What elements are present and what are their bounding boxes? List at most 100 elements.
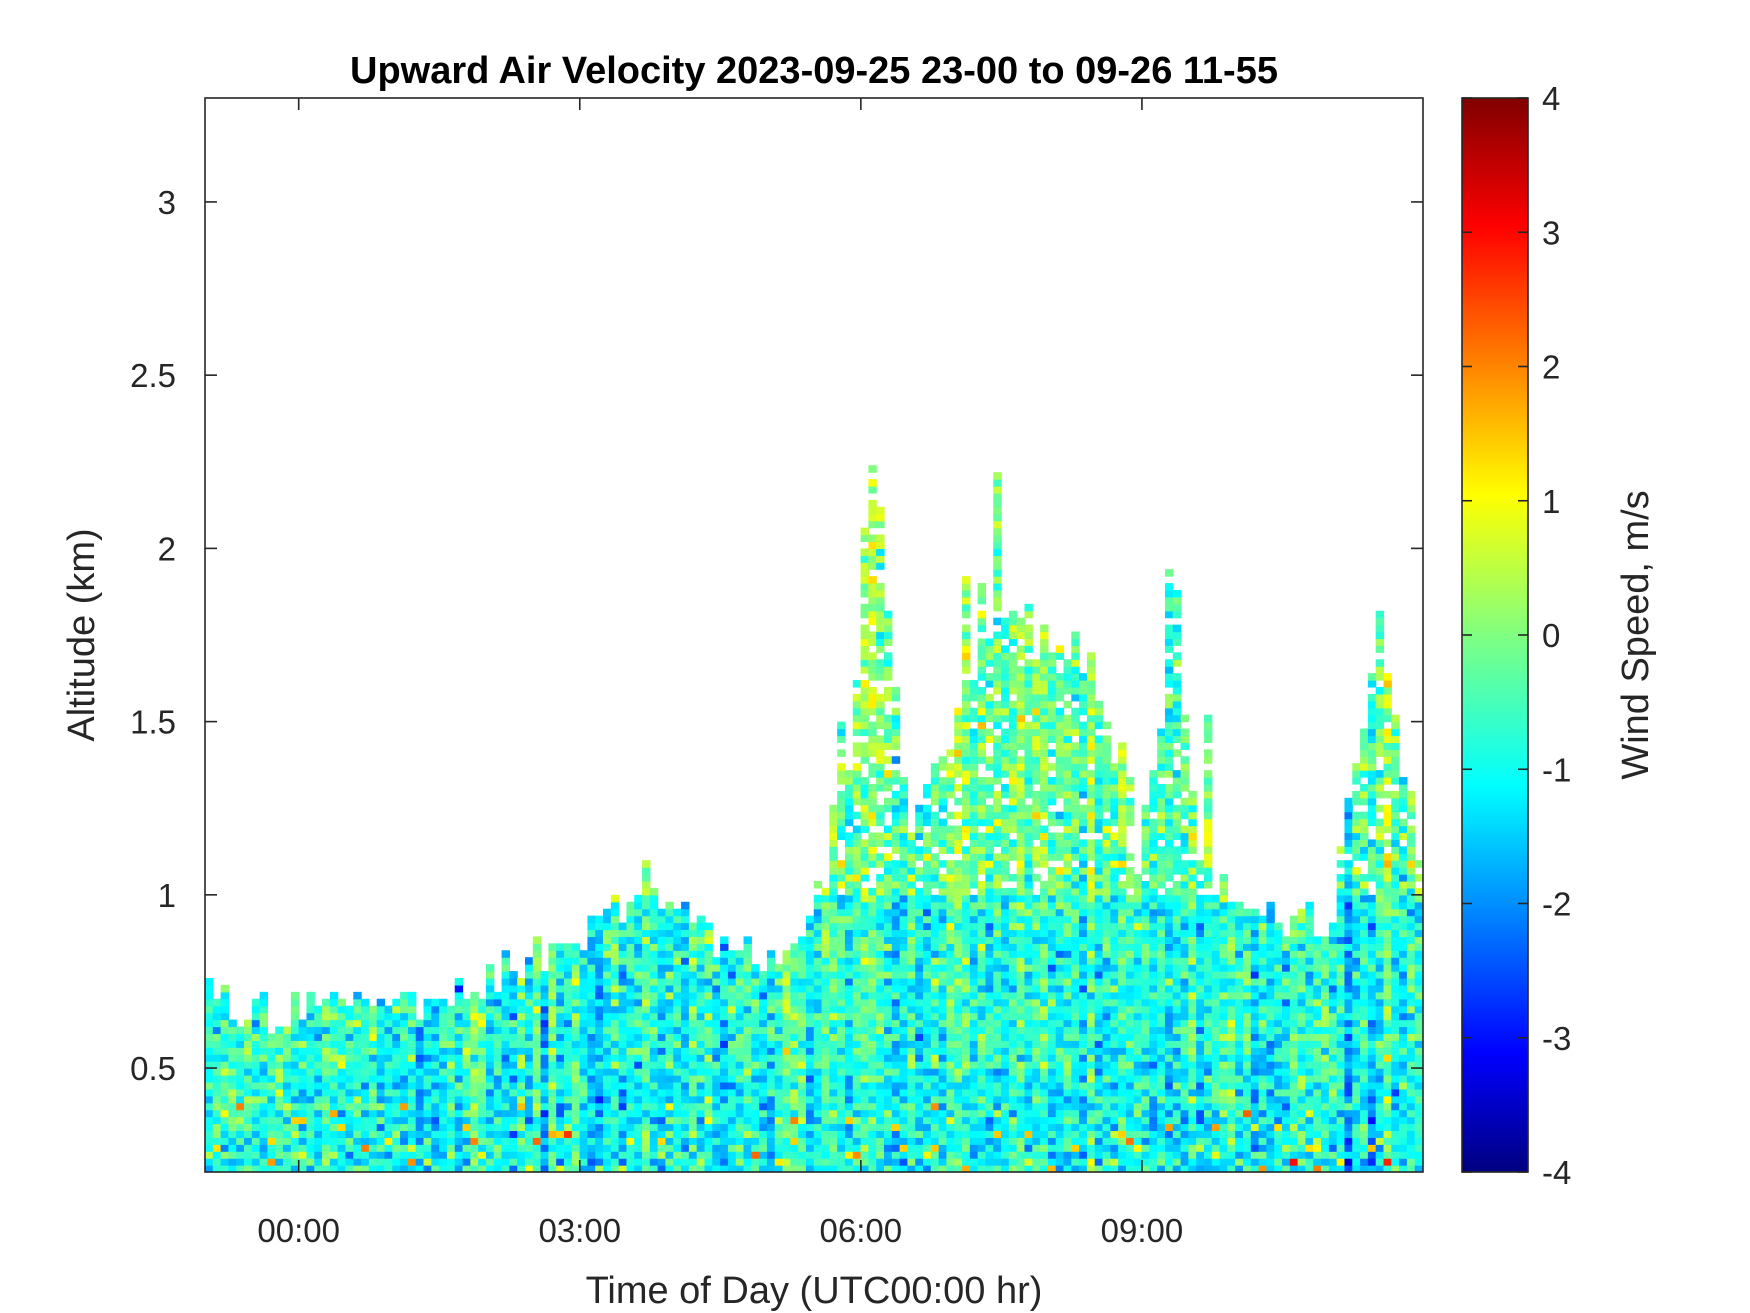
- heatmap-cell: [493, 1074, 503, 1083]
- heatmap-cell: [446, 1074, 456, 1083]
- heatmap-cell: [400, 1068, 409, 1076]
- heatmap-cell: [860, 1088, 869, 1097]
- heatmap-cell: [1008, 1095, 1018, 1104]
- heatmap-cell: [735, 1074, 745, 1083]
- heatmap-cell: [813, 901, 823, 910]
- heatmap-cell: [860, 548, 869, 556]
- heatmap-cell: [626, 1074, 635, 1083]
- heatmap-cell: [587, 1088, 596, 1097]
- heatmap-cell: [1055, 790, 1065, 799]
- heatmap-cell: [610, 1026, 620, 1035]
- heatmap-cell: [634, 964, 643, 972]
- heatmap-cell: [470, 1165, 479, 1172]
- heatmap-cell: [376, 1033, 386, 1041]
- heatmap-cell: [868, 846, 877, 854]
- heatmap-cell: [735, 1068, 745, 1076]
- heatmap-cell: [220, 1061, 230, 1069]
- heatmap-cell: [1102, 964, 1111, 972]
- heatmap-cell: [306, 1088, 315, 1097]
- heatmap-cell: [899, 811, 909, 820]
- heatmap-cell: [1047, 936, 1057, 944]
- heatmap-cell: [1024, 1109, 1033, 1118]
- heatmap-cell: [283, 1116, 292, 1125]
- heatmap-cell: [1032, 811, 1041, 820]
- heatmap-cell: [657, 915, 667, 924]
- heatmap-cell: [1008, 783, 1018, 792]
- heatmap-cell: [954, 984, 963, 993]
- heatmap-cell: [837, 977, 846, 986]
- heatmap-cell: [1086, 853, 1096, 861]
- heatmap-cell: [915, 1081, 924, 1090]
- heatmap-cell: [1024, 1102, 1033, 1111]
- heatmap-cell: [306, 1068, 315, 1076]
- heatmap-cell: [782, 957, 791, 965]
- heatmap-cell: [1040, 950, 1049, 958]
- heatmap-cell: [712, 1019, 721, 1028]
- heatmap-cell: [1094, 818, 1104, 827]
- heatmap-cell: [1024, 991, 1033, 1000]
- heatmap-cell: [361, 1144, 370, 1152]
- heatmap-cell: [439, 1012, 448, 1021]
- heatmap-cell: [1118, 1019, 1127, 1028]
- heatmap-cell: [751, 1019, 760, 1028]
- heatmap-cell: [712, 1005, 721, 1014]
- heatmap-cell: [205, 1019, 214, 1028]
- heatmap-cell: [782, 1102, 791, 1111]
- heatmap-cell: [837, 832, 846, 841]
- heatmap-cell: [884, 1047, 893, 1055]
- heatmap-cell: [798, 1068, 807, 1076]
- heatmap-cell: [954, 714, 963, 723]
- heatmap-cell: [1055, 1102, 1065, 1111]
- heatmap-cell: [501, 950, 510, 958]
- heatmap-cell: [610, 1054, 620, 1062]
- heatmap-cell: [884, 867, 893, 875]
- heatmap-cell: [1001, 756, 1010, 764]
- heatmap-cell: [400, 1054, 409, 1062]
- heatmap-cell: [899, 936, 909, 944]
- heatmap-cell: [439, 1019, 448, 1028]
- heatmap-cell: [884, 1144, 893, 1152]
- heatmap-cell: [368, 1102, 378, 1111]
- heatmap-cell: [727, 1102, 737, 1111]
- heatmap-cell: [1024, 839, 1033, 847]
- heatmap-cell: [493, 1005, 503, 1014]
- heatmap-cell: [1079, 977, 1088, 986]
- heatmap-cell: [634, 1130, 643, 1138]
- heatmap-cell: [205, 1088, 214, 1097]
- heatmap-cell: [985, 894, 994, 903]
- heatmap-cell: [876, 666, 885, 674]
- heatmap-cell: [353, 1116, 362, 1125]
- heatmap-cell: [579, 964, 589, 972]
- heatmap-cell: [259, 991, 269, 1000]
- heatmap-cell: [1016, 998, 1026, 1007]
- heatmap-cell: [439, 1047, 448, 1055]
- heatmap-cell: [267, 1047, 276, 1055]
- heatmap-cell: [891, 1026, 901, 1035]
- heatmap-cell: [322, 1081, 331, 1090]
- heatmap-cell: [400, 1130, 409, 1138]
- heatmap-cell: [759, 1054, 768, 1062]
- heatmap-cell: [954, 728, 963, 737]
- heatmap-cell: [595, 1158, 604, 1166]
- heatmap-cell: [962, 770, 971, 778]
- heatmap-cell: [236, 1151, 245, 1159]
- heatmap-cell: [712, 1165, 721, 1172]
- heatmap-cell: [868, 1026, 877, 1035]
- heatmap-cell: [876, 818, 885, 827]
- heatmap-cell: [1008, 915, 1018, 924]
- heatmap-cell: [540, 1109, 549, 1118]
- heatmap-cell: [876, 887, 885, 896]
- heatmap-cell: [1024, 867, 1033, 875]
- heatmap-cell: [860, 1019, 869, 1028]
- heatmap-cell: [844, 832, 854, 841]
- heatmap-cell: [1094, 1033, 1104, 1041]
- heatmap-cell: [868, 659, 877, 667]
- heatmap-cell: [1001, 1130, 1010, 1138]
- heatmap-cell: [923, 832, 932, 841]
- heatmap-cell: [431, 1144, 440, 1152]
- heatmap-cell: [571, 1019, 581, 1028]
- heatmap-cell: [837, 894, 846, 903]
- heatmap-cell: [938, 971, 948, 979]
- heatmap-cell: [860, 915, 869, 924]
- heatmap-cell: [790, 1019, 799, 1028]
